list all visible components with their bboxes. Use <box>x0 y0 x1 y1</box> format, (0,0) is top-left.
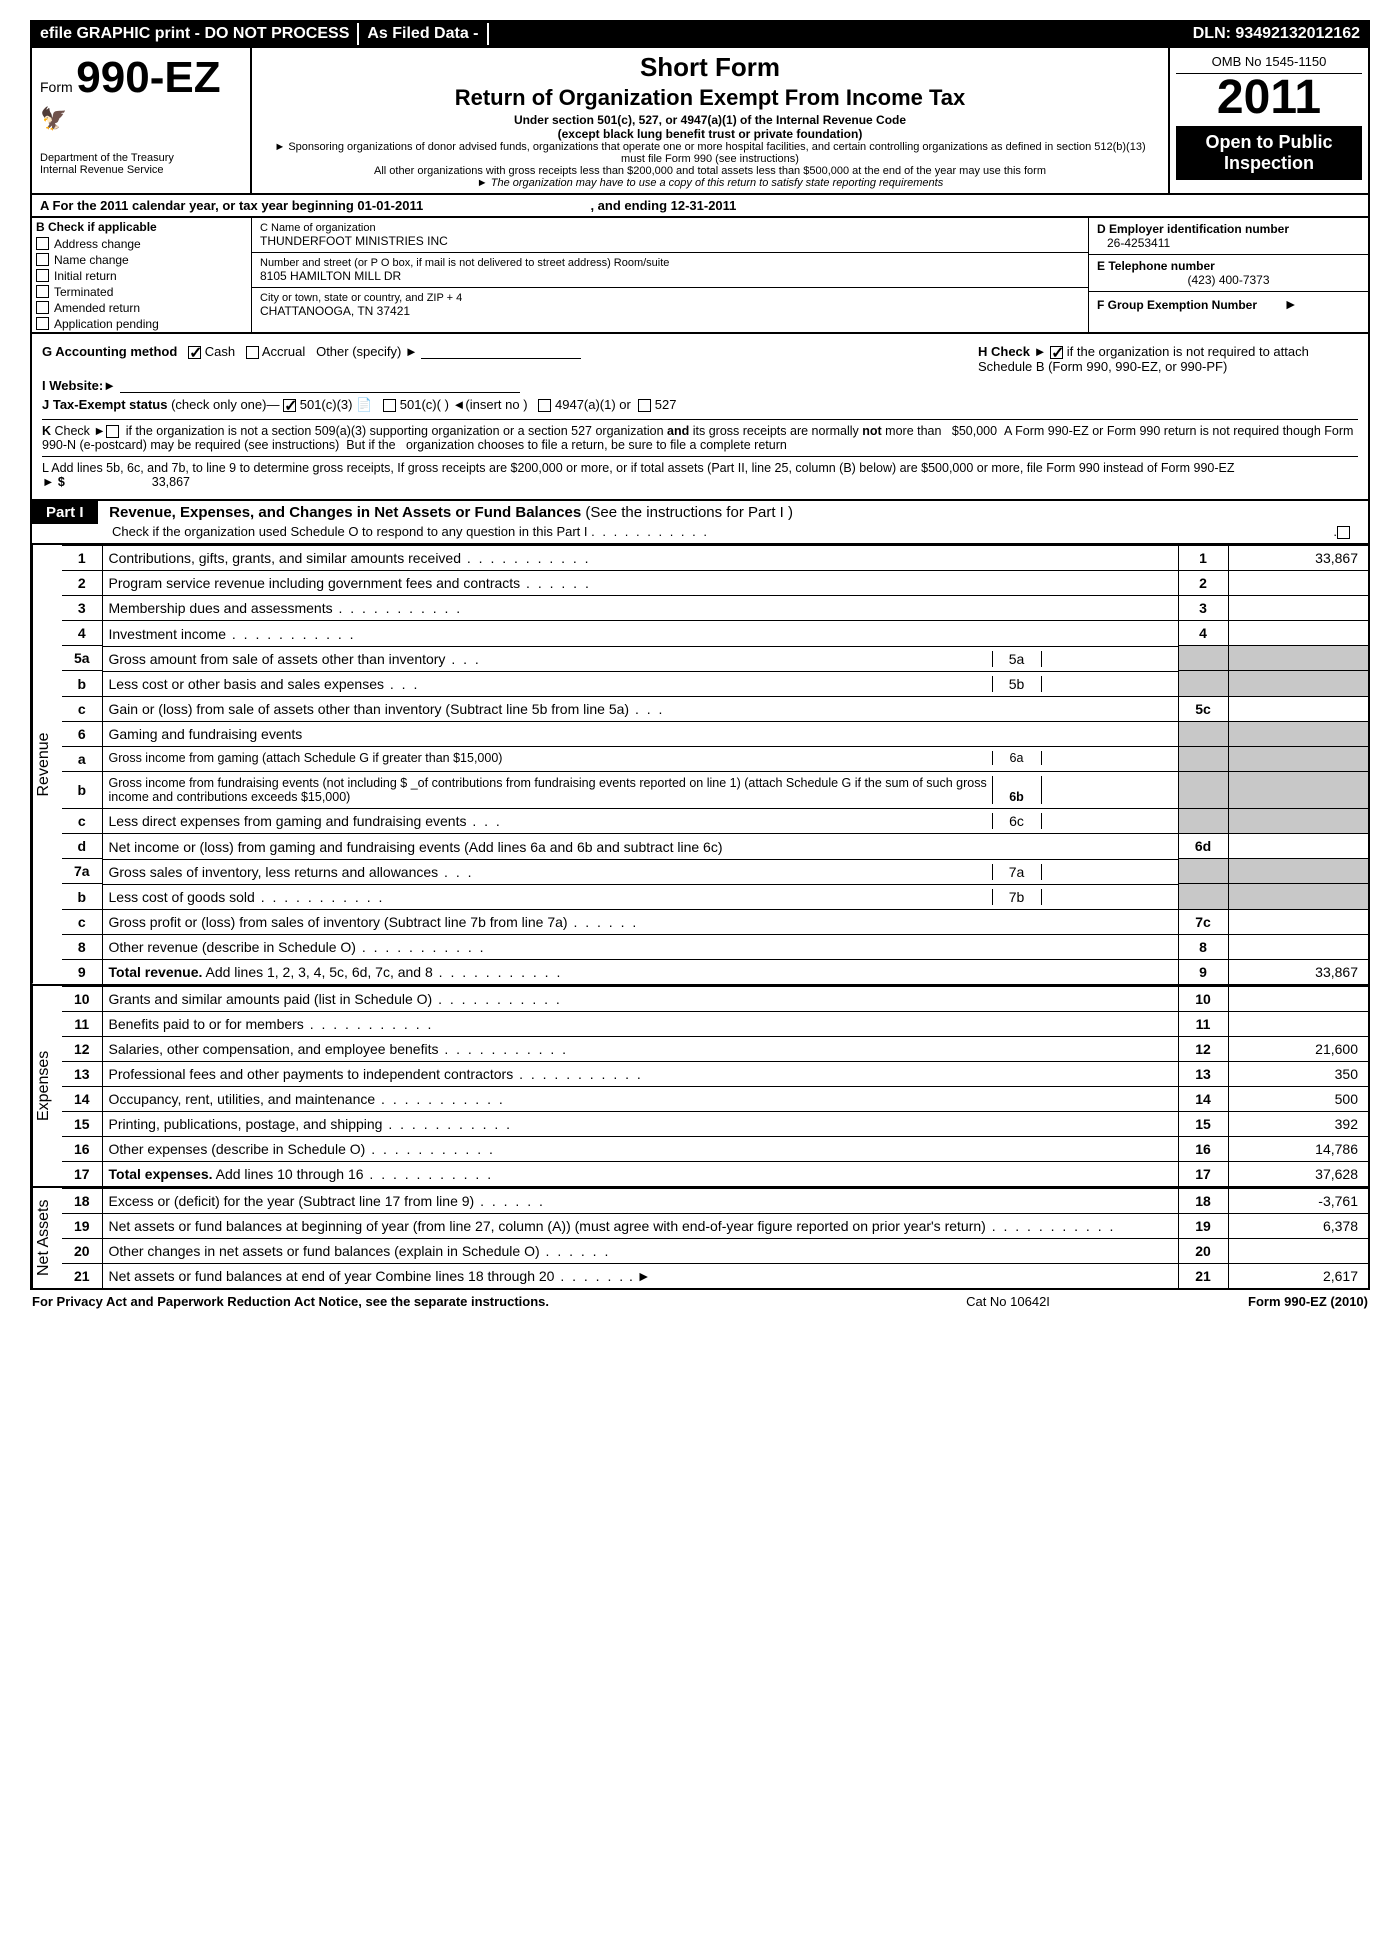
line-18: 18Excess or (deficit) for the year (Subt… <box>62 1188 1368 1213</box>
org-name: THUNDERFOOT MINISTRIES INC <box>260 234 1080 248</box>
part1-header: Part I Revenue, Expenses, and Changes in… <box>30 501 1370 545</box>
net-assets-side-label: Net Assets <box>32 1188 62 1288</box>
state-note: ► The organization may have to use a cop… <box>262 177 1158 189</box>
cb-terminated[interactable]: Terminated <box>32 284 251 300</box>
phone: (423) 400-7373 <box>1097 273 1360 287</box>
line-6a: aGross income from gaming (attach Schedu… <box>62 746 1368 771</box>
line-9: 9Total revenue. Add lines 1, 2, 3, 4, 5c… <box>62 959 1368 984</box>
header-left: Form 990-EZ 🦅 Department of the Treasury… <box>32 48 252 193</box>
line-8: 8Other revenue (describe in Schedule O)8 <box>62 934 1368 959</box>
short-form-label: Short Form <box>262 52 1158 83</box>
expenses-side-label: Expenses <box>32 986 62 1186</box>
org-info-block: B Check if applicable Address change Nam… <box>30 218 1370 334</box>
line-14: 14Occupancy, rent, utilities, and mainte… <box>62 1086 1368 1111</box>
exception-sub: (except black lung benefit trust or priv… <box>262 127 1158 141</box>
header-right: OMB No 1545-1150 2011 Open to Public Ins… <box>1168 48 1368 193</box>
cb-address-change[interactable]: Address change <box>32 236 251 252</box>
top-bar: efile GRAPHIC print - DO NOT PROCESS As … <box>30 20 1370 48</box>
line-21: 21Net assets or fund balances at end of … <box>62 1263 1368 1288</box>
cb-line-k[interactable] <box>106 425 119 438</box>
line-k-text: if the organization is not a section 509… <box>42 424 1353 452</box>
lines-g-to-l: G Accounting method Cash Accrual Other (… <box>30 334 1370 501</box>
line-5a: 5aGross amount from sale of assets other… <box>62 646 1368 671</box>
line-7a: 7aGross sales of inventory, less returns… <box>62 859 1368 884</box>
revenue-section: Revenue 1Contributions, gifts, grants, a… <box>30 545 1370 986</box>
cb-527[interactable] <box>638 399 651 412</box>
efile-notice: efile GRAPHIC print - DO NOT PROCESS <box>32 23 359 45</box>
cb-schedule-o-part1[interactable] <box>1337 526 1350 539</box>
line-19: 19Net assets or fund balances at beginni… <box>62 1213 1368 1238</box>
line-7c: cGross profit or (loss) from sales of in… <box>62 909 1368 934</box>
line-6b: bGross income from fundraising events (n… <box>62 771 1368 808</box>
page-footer: For Privacy Act and Paperwork Reduction … <box>30 1290 1370 1313</box>
as-filed-label: As Filed Data - <box>359 23 488 45</box>
irs-eagle-icon: 🦅 <box>40 106 67 132</box>
return-title: Return of Organization Exempt From Incom… <box>262 85 1158 111</box>
line-l-text: L Add lines 5b, 6c, and 7b, to line 9 to… <box>42 461 1235 475</box>
line-6c: cLess direct expenses from gaming and fu… <box>62 808 1368 834</box>
cb-schedule-b-not-required[interactable] <box>1050 346 1063 359</box>
line-2: 2Program service revenue including gover… <box>62 571 1368 596</box>
dln: DLN: 93492132012162 <box>1185 23 1368 45</box>
line-15: 15Printing, publications, postage, and s… <box>62 1111 1368 1136</box>
cb-4947a1[interactable] <box>538 399 551 412</box>
irs-label: Internal Revenue Service <box>40 164 242 176</box>
tax-year: 2011 <box>1176 74 1362 122</box>
form-header: Form 990-EZ 🦅 Department of the Treasury… <box>30 48 1370 195</box>
cb-501c[interactable] <box>383 399 396 412</box>
header-mid: Short Form Return of Organization Exempt… <box>252 48 1168 193</box>
line-3: 3Membership dues and assessments3 <box>62 596 1368 621</box>
cat-number: Cat No 10642I <box>888 1294 1128 1309</box>
cb-amended[interactable]: Amended return <box>32 300 251 316</box>
line-16: 16Other expenses (describe in Schedule O… <box>62 1136 1368 1161</box>
form-prefix: Form <box>40 79 73 95</box>
sponsor-note: ► Sponsoring organizations of donor advi… <box>262 141 1158 165</box>
line-5c: cGain or (loss) from sale of assets othe… <box>62 696 1368 721</box>
part1-tag: Part I <box>32 501 98 524</box>
other-specify-field[interactable] <box>421 345 581 359</box>
org-street: 8105 HAMILTON MILL DR <box>260 269 1080 283</box>
ein: 26-4253411 <box>1097 236 1360 250</box>
cb-cash[interactable] <box>188 346 201 359</box>
other-org-note: All other organizations with gross recei… <box>262 165 1158 177</box>
form-version: Form 990-EZ (2010) <box>1128 1294 1368 1309</box>
gross-receipts-amount: 33,867 <box>152 475 190 489</box>
line-5b: bLess cost or other basis and sales expe… <box>62 671 1368 697</box>
line-17: 17Total expenses. Add lines 10 through 1… <box>62 1161 1368 1186</box>
net-assets-section: Net Assets 18Excess or (deficit) for the… <box>30 1188 1370 1290</box>
cb-initial-return[interactable]: Initial return <box>32 268 251 284</box>
cb-name-change[interactable]: Name change <box>32 252 251 268</box>
website-field[interactable] <box>120 379 520 393</box>
line-7b: bLess cost of goods sold7b <box>62 884 1368 910</box>
line-4: 4Investment income4 <box>62 621 1368 646</box>
privacy-notice: For Privacy Act and Paperwork Reduction … <box>32 1294 888 1309</box>
line-6d: dNet income or (loss) from gaming and fu… <box>62 834 1368 859</box>
tax-period-row: A For the 2011 calendar year, or tax yea… <box>30 195 1370 218</box>
revenue-side-label: Revenue <box>32 545 62 984</box>
section-sub: Under section 501(c), 527, or 4947(a)(1)… <box>262 113 1158 127</box>
group-exemption-arrow: ► <box>1284 296 1298 312</box>
cb-accrual[interactable] <box>246 346 259 359</box>
org-city: CHATTANOOGA, TN 37421 <box>260 304 1080 318</box>
line-13: 13Professional fees and other payments t… <box>62 1061 1368 1086</box>
cb-501c3[interactable] <box>283 399 296 412</box>
open-to-public: Open to Public Inspection <box>1176 126 1362 180</box>
dept-treasury: Department of the Treasury <box>40 152 242 164</box>
pdf-icon: 📄 <box>356 397 372 412</box>
expenses-section: Expenses 10Grants and similar amounts pa… <box>30 986 1370 1188</box>
line-1: 1Contributions, gifts, grants, and simil… <box>62 546 1368 571</box>
line-10: 10Grants and similar amounts paid (list … <box>62 986 1368 1011</box>
cb-app-pending[interactable]: Application pending <box>32 316 251 332</box>
line-6: 6Gaming and fundraising events <box>62 721 1368 746</box>
line-12: 12Salaries, other compensation, and empl… <box>62 1036 1368 1061</box>
box-b: B Check if applicable Address change Nam… <box>32 218 252 332</box>
box-def: D Employer identification number 26-4253… <box>1088 218 1368 332</box>
line-20: 20Other changes in net assets or fund ba… <box>62 1238 1368 1263</box>
box-c: C Name of organization THUNDERFOOT MINIS… <box>252 218 1088 332</box>
form-number: 990-EZ <box>76 53 220 102</box>
line-11: 11Benefits paid to or for members11 <box>62 1011 1368 1036</box>
